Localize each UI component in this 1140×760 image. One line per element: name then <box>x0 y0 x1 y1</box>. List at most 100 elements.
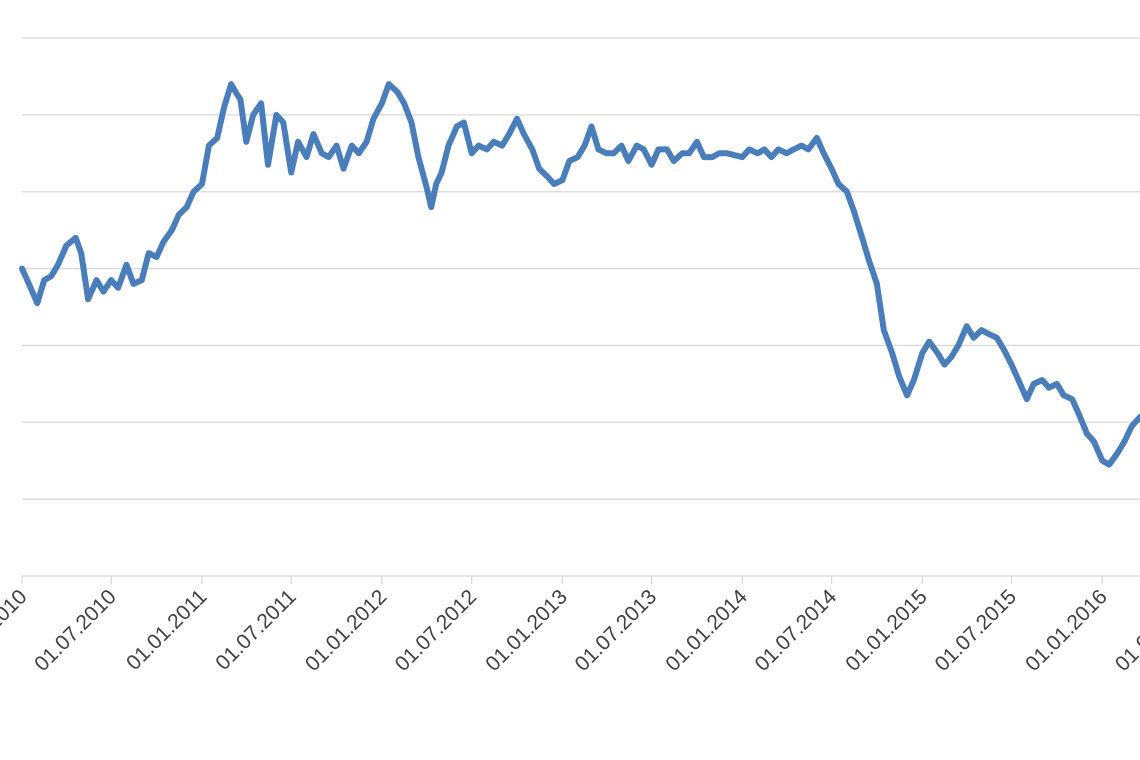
data-point <box>589 124 594 129</box>
data-point <box>326 154 332 160</box>
data-point <box>233 89 238 95</box>
x-tick-label: 01.07.2011 <box>211 585 300 674</box>
data-point <box>1115 450 1120 456</box>
x-tick-label: 01.07.2014 <box>751 585 842 676</box>
data-point <box>295 139 301 145</box>
data-point <box>896 373 902 379</box>
data-point <box>955 343 961 348</box>
data-point <box>428 204 434 210</box>
gridlines <box>22 37 1140 500</box>
data-point <box>769 154 774 160</box>
data-point <box>386 81 392 87</box>
data-point <box>1069 396 1075 402</box>
x-tick-label: 01.07.2012 <box>391 585 482 676</box>
data-point <box>664 147 670 152</box>
data-point <box>1106 462 1112 467</box>
data-point <box>1039 377 1045 383</box>
data-point <box>439 170 444 175</box>
data-point <box>424 185 430 191</box>
data-point <box>454 124 460 129</box>
x-tick-label: 01.07.2015 <box>930 585 1021 676</box>
data-point <box>250 112 256 118</box>
data-point <box>401 100 407 106</box>
data-point <box>994 335 1000 341</box>
series-line <box>19 81 1140 468</box>
data-point <box>48 273 54 279</box>
data-point <box>1024 396 1030 402</box>
x-tick-label: 01.01.2012 <box>301 585 392 676</box>
data-point <box>499 143 505 149</box>
data-point <box>964 323 970 329</box>
data-point <box>115 285 121 291</box>
x-tick-label: 01.01.2014 <box>661 585 752 676</box>
data-point <box>356 150 362 156</box>
data-point <box>319 150 325 156</box>
data-point <box>619 143 624 149</box>
data-point <box>341 166 346 172</box>
data-point <box>911 377 917 383</box>
data-point <box>611 150 617 156</box>
data-point <box>1136 416 1140 421</box>
data-point <box>844 189 850 195</box>
data-point <box>334 143 339 149</box>
data-point <box>724 150 730 156</box>
data-point <box>560 177 565 183</box>
data-point <box>146 250 152 256</box>
data-point <box>131 281 136 287</box>
data-point <box>746 147 752 152</box>
data-point <box>476 143 481 149</box>
data-point <box>1122 439 1127 444</box>
data-point <box>364 139 369 145</box>
data-point <box>258 100 264 106</box>
data-point <box>814 135 820 141</box>
data-point <box>521 131 527 137</box>
data-point <box>78 250 84 256</box>
data-point <box>26 281 32 287</box>
data-point <box>649 162 654 168</box>
data-point <box>41 277 47 283</box>
data-point <box>1001 346 1007 352</box>
data-point <box>409 120 414 125</box>
x-tick-label: 01.01.2011 <box>122 585 211 674</box>
data-point <box>94 277 99 283</box>
data-point <box>671 158 677 164</box>
data-point <box>416 154 421 160</box>
data-point <box>836 181 841 187</box>
data-point <box>755 150 760 156</box>
data-point <box>694 139 700 145</box>
data-point <box>469 150 475 156</box>
data-point <box>806 147 811 152</box>
data-point <box>942 362 947 367</box>
x-tick-label: 01.01.2015 <box>841 585 932 676</box>
data-point <box>784 150 790 156</box>
data-point <box>986 331 991 337</box>
data-point <box>491 139 497 145</box>
data-point <box>55 262 61 268</box>
data-point <box>288 170 294 175</box>
data-point <box>1009 362 1014 367</box>
data-point <box>874 281 880 287</box>
data-point <box>214 135 220 141</box>
data-point <box>176 212 182 218</box>
data-point <box>280 120 286 125</box>
data-point <box>1099 458 1105 464</box>
data-point <box>484 147 490 152</box>
x-tick-label: 01.07.2016 <box>1111 585 1140 676</box>
data-point <box>161 239 166 245</box>
data-point <box>799 143 804 149</box>
data-point <box>596 147 601 152</box>
data-point <box>433 181 439 187</box>
data-point <box>1031 381 1037 387</box>
data-point <box>641 147 647 152</box>
data-point <box>19 266 25 271</box>
data-point <box>1084 431 1090 437</box>
data-point <box>228 81 234 87</box>
data-point <box>575 154 581 160</box>
data-point <box>529 147 535 152</box>
data-point <box>169 227 175 233</box>
data-point <box>604 150 610 156</box>
data-point <box>949 354 954 360</box>
data-point <box>716 150 722 156</box>
